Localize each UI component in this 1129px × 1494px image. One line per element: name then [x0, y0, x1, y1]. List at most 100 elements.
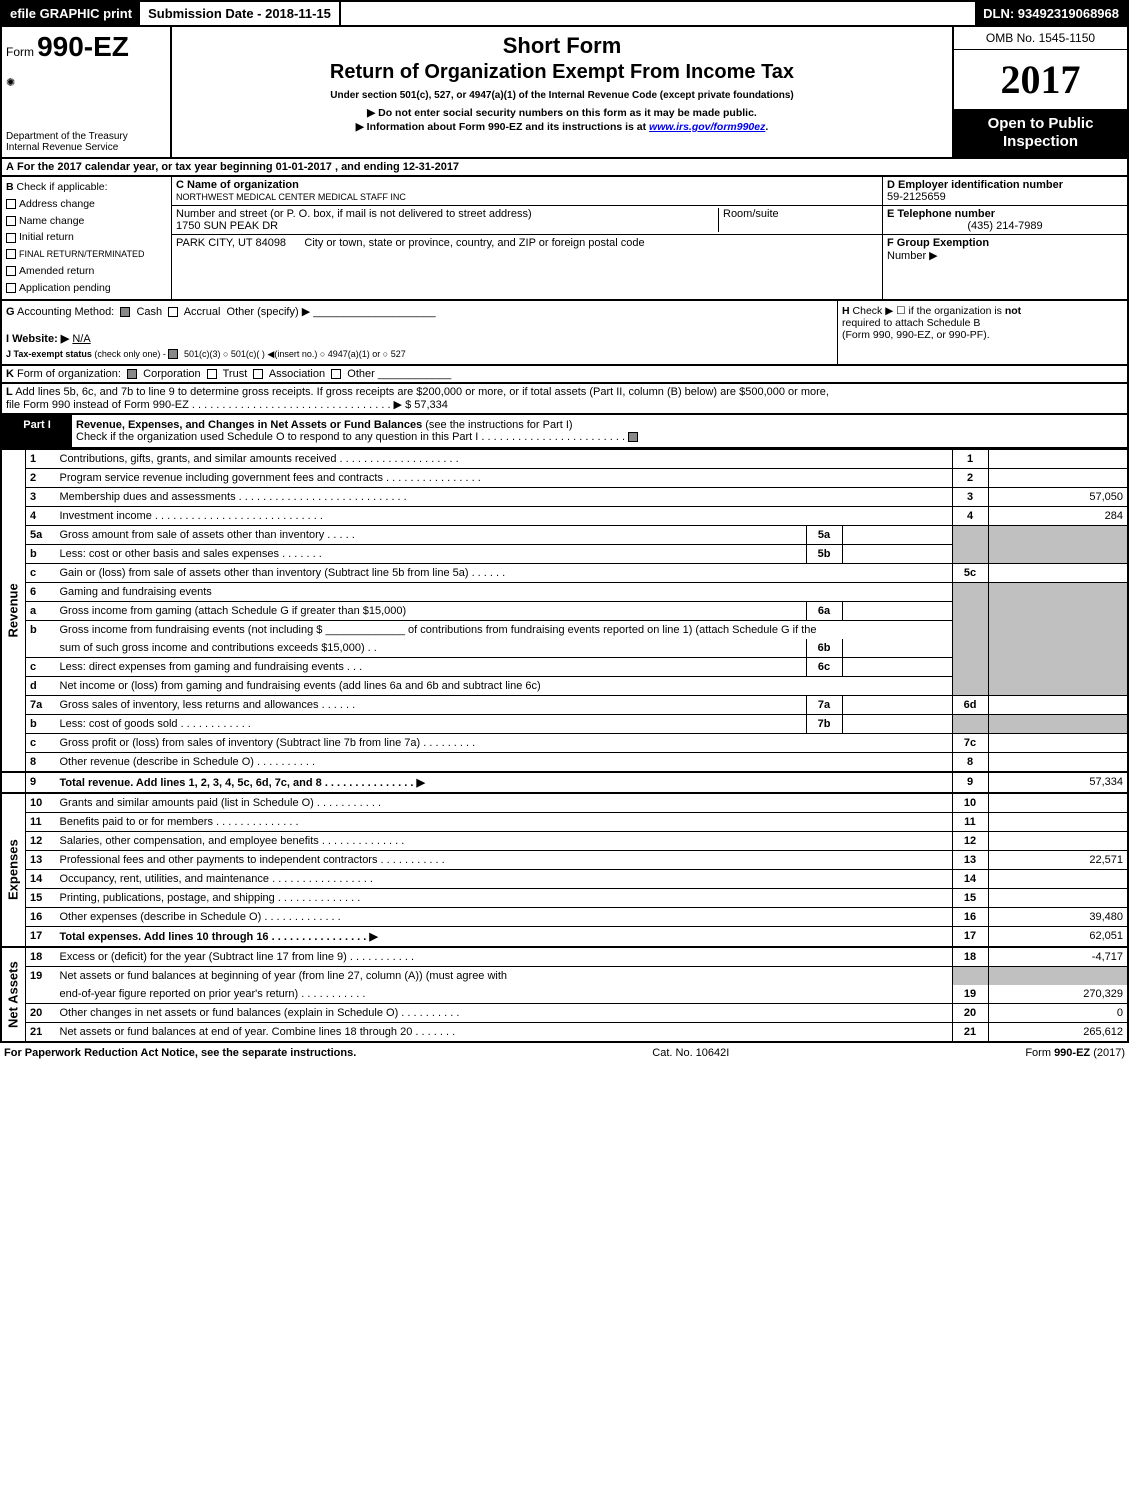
line-desc: Occupancy, rent, utilities, and maintena… [56, 869, 953, 888]
line-value: 57,334 [988, 772, 1128, 793]
tax-year: 2017 [954, 50, 1127, 109]
line-num: 15 [26, 888, 56, 907]
line-value: 265,612 [988, 1022, 1128, 1042]
ein-value: 59-2125659 [887, 191, 946, 203]
checkbox-name-change[interactable] [6, 216, 16, 226]
checkbox-corporation[interactable] [127, 369, 137, 379]
part1-header: Part I Revenue, Expenses, and Changes in… [0, 415, 1129, 449]
line-box: 6d [952, 695, 988, 714]
line-value: 57,050 [988, 487, 1128, 506]
row-a-text1: For the 2017 calendar year, or tax year … [17, 161, 332, 173]
checkbox-initial-return[interactable] [6, 233, 16, 243]
form-prefix: Form [6, 45, 34, 59]
irs-link[interactable]: www.irs.gov/form990ez [649, 121, 765, 133]
row-l: L Add lines 5b, 6c, and 7b to line 9 to … [0, 384, 1129, 415]
line-box: 9 [952, 772, 988, 793]
seal-icon: ✺ [6, 76, 166, 89]
line-num: 17 [26, 926, 56, 947]
open-line2: Inspection [960, 133, 1121, 151]
blank-cell [1, 772, 26, 793]
checkbox-schedule-o[interactable] [628, 432, 638, 442]
line-box: 5c [952, 563, 988, 582]
shaded-cell [988, 525, 1128, 563]
line-box: 13 [952, 850, 988, 869]
checkbox-501c3[interactable] [168, 349, 178, 359]
col-def: D Employer identification number 59-2125… [882, 177, 1127, 299]
line-desc: Gross profit or (loss) from sales of inv… [56, 733, 953, 752]
line-num: 13 [26, 850, 56, 869]
part1-table: Revenue 1 Contributions, gifts, grants, … [0, 449, 1129, 1043]
checkbox-address-change[interactable] [6, 199, 16, 209]
line-desc: Investment income . . . . . . . . . . . … [56, 506, 953, 525]
line-box: 19 [952, 985, 988, 1004]
header-right: OMB No. 1545-1150 2017 Open to Public In… [952, 27, 1127, 157]
label-a: A [6, 161, 14, 173]
line-desc: Excess or (deficit) for the year (Subtra… [56, 947, 953, 967]
checkbox-association[interactable] [253, 369, 263, 379]
line-num: b [26, 620, 56, 639]
line-desc: Gross income from fundraising events (no… [56, 620, 953, 639]
org-name: NORTHWEST MEDICAL CENTER MEDICAL STAFF I… [176, 192, 406, 202]
line-num: 11 [26, 812, 56, 831]
line-num: 20 [26, 1003, 56, 1022]
checkbox-app-pending[interactable] [6, 283, 16, 293]
mid-box: 6a [806, 601, 842, 620]
line-box: 11 [952, 812, 988, 831]
line-num: 21 [26, 1022, 56, 1042]
phone-value: (435) 214-7989 [887, 220, 1123, 232]
room-suite-cell: Room/suite [718, 208, 878, 232]
line-value [988, 468, 1128, 487]
shaded-cell [952, 714, 988, 733]
checkbox-cash[interactable] [120, 307, 130, 317]
h-label: H [842, 305, 850, 317]
line-value: 39,480 [988, 907, 1128, 926]
checkbox-trust[interactable] [207, 369, 217, 379]
efile-print-button[interactable]: efile GRAPHIC print [2, 2, 140, 25]
top-bar: efile GRAPHIC print Submission Date - 20… [0, 0, 1129, 25]
line-box: 16 [952, 907, 988, 926]
accounting-method-label: Accounting Method: [17, 306, 114, 318]
line-num: 1 [26, 449, 56, 468]
header-center: Short Form Return of Organization Exempt… [172, 27, 952, 157]
mid-value [842, 657, 952, 676]
header-left: Form 990-EZ ✺ Department of the Treasury… [2, 27, 172, 157]
form-version: Form 990-EZ (2017) [1025, 1047, 1125, 1059]
line-num: 12 [26, 831, 56, 850]
city-value: PARK CITY, UT 84098 [176, 237, 286, 249]
h-text3: (Form 990, 990-EZ, or 990-PF). [842, 329, 990, 341]
checkbox-amended[interactable] [6, 266, 16, 276]
line-num: 2 [26, 468, 56, 487]
line-desc: Total revenue. Add lines 1, 2, 3, 4, 5c,… [56, 772, 953, 793]
room-label: Room/suite [723, 208, 779, 220]
mid-value [842, 695, 952, 714]
return-title: Return of Organization Exempt From Incom… [176, 61, 948, 84]
line-desc: Salaries, other compensation, and employ… [56, 831, 953, 850]
j-label: J Tax-exempt status [6, 349, 92, 359]
checkbox-other-org[interactable] [331, 369, 341, 379]
checkbox-accrual[interactable] [168, 307, 178, 317]
line-num: 10 [26, 793, 56, 813]
cat-number: Cat. No. 10642I [652, 1047, 729, 1059]
check-if-applicable: Check if applicable: [17, 181, 108, 193]
line-desc: Contributions, gifts, grants, and simila… [56, 449, 953, 468]
netassets-section-label: Net Assets [1, 947, 26, 1042]
part1-subtitle: (see the instructions for Part I) [422, 419, 572, 431]
mid-value [842, 601, 952, 620]
f-cell: F Group Exemption Number ▶ [883, 235, 1127, 264]
shaded-cell [952, 525, 988, 563]
line-value: 270,329 [988, 985, 1128, 1004]
line-value [988, 812, 1128, 831]
line-desc: Less: cost or other basis and sales expe… [56, 544, 807, 563]
paperwork-notice: For Paperwork Reduction Act Notice, see … [4, 1047, 356, 1059]
part1-check-line: Check if the organization used Schedule … [76, 431, 628, 443]
line-num: 8 [26, 752, 56, 772]
line-desc: sum of such gross income and contributio… [56, 639, 807, 658]
l-text2: file Form 990 instead of Form 990-EZ . .… [6, 399, 448, 411]
line-num: 7a [26, 695, 56, 714]
line-num: a [26, 601, 56, 620]
form-number: 990-EZ [37, 31, 129, 62]
submission-date: Submission Date - 2018-11-15 [140, 2, 341, 25]
checkbox-final-return[interactable] [6, 249, 16, 259]
h-text1: Check ▶ ☐ if the organization is [853, 305, 1005, 317]
line-desc: Program service revenue including govern… [56, 468, 953, 487]
